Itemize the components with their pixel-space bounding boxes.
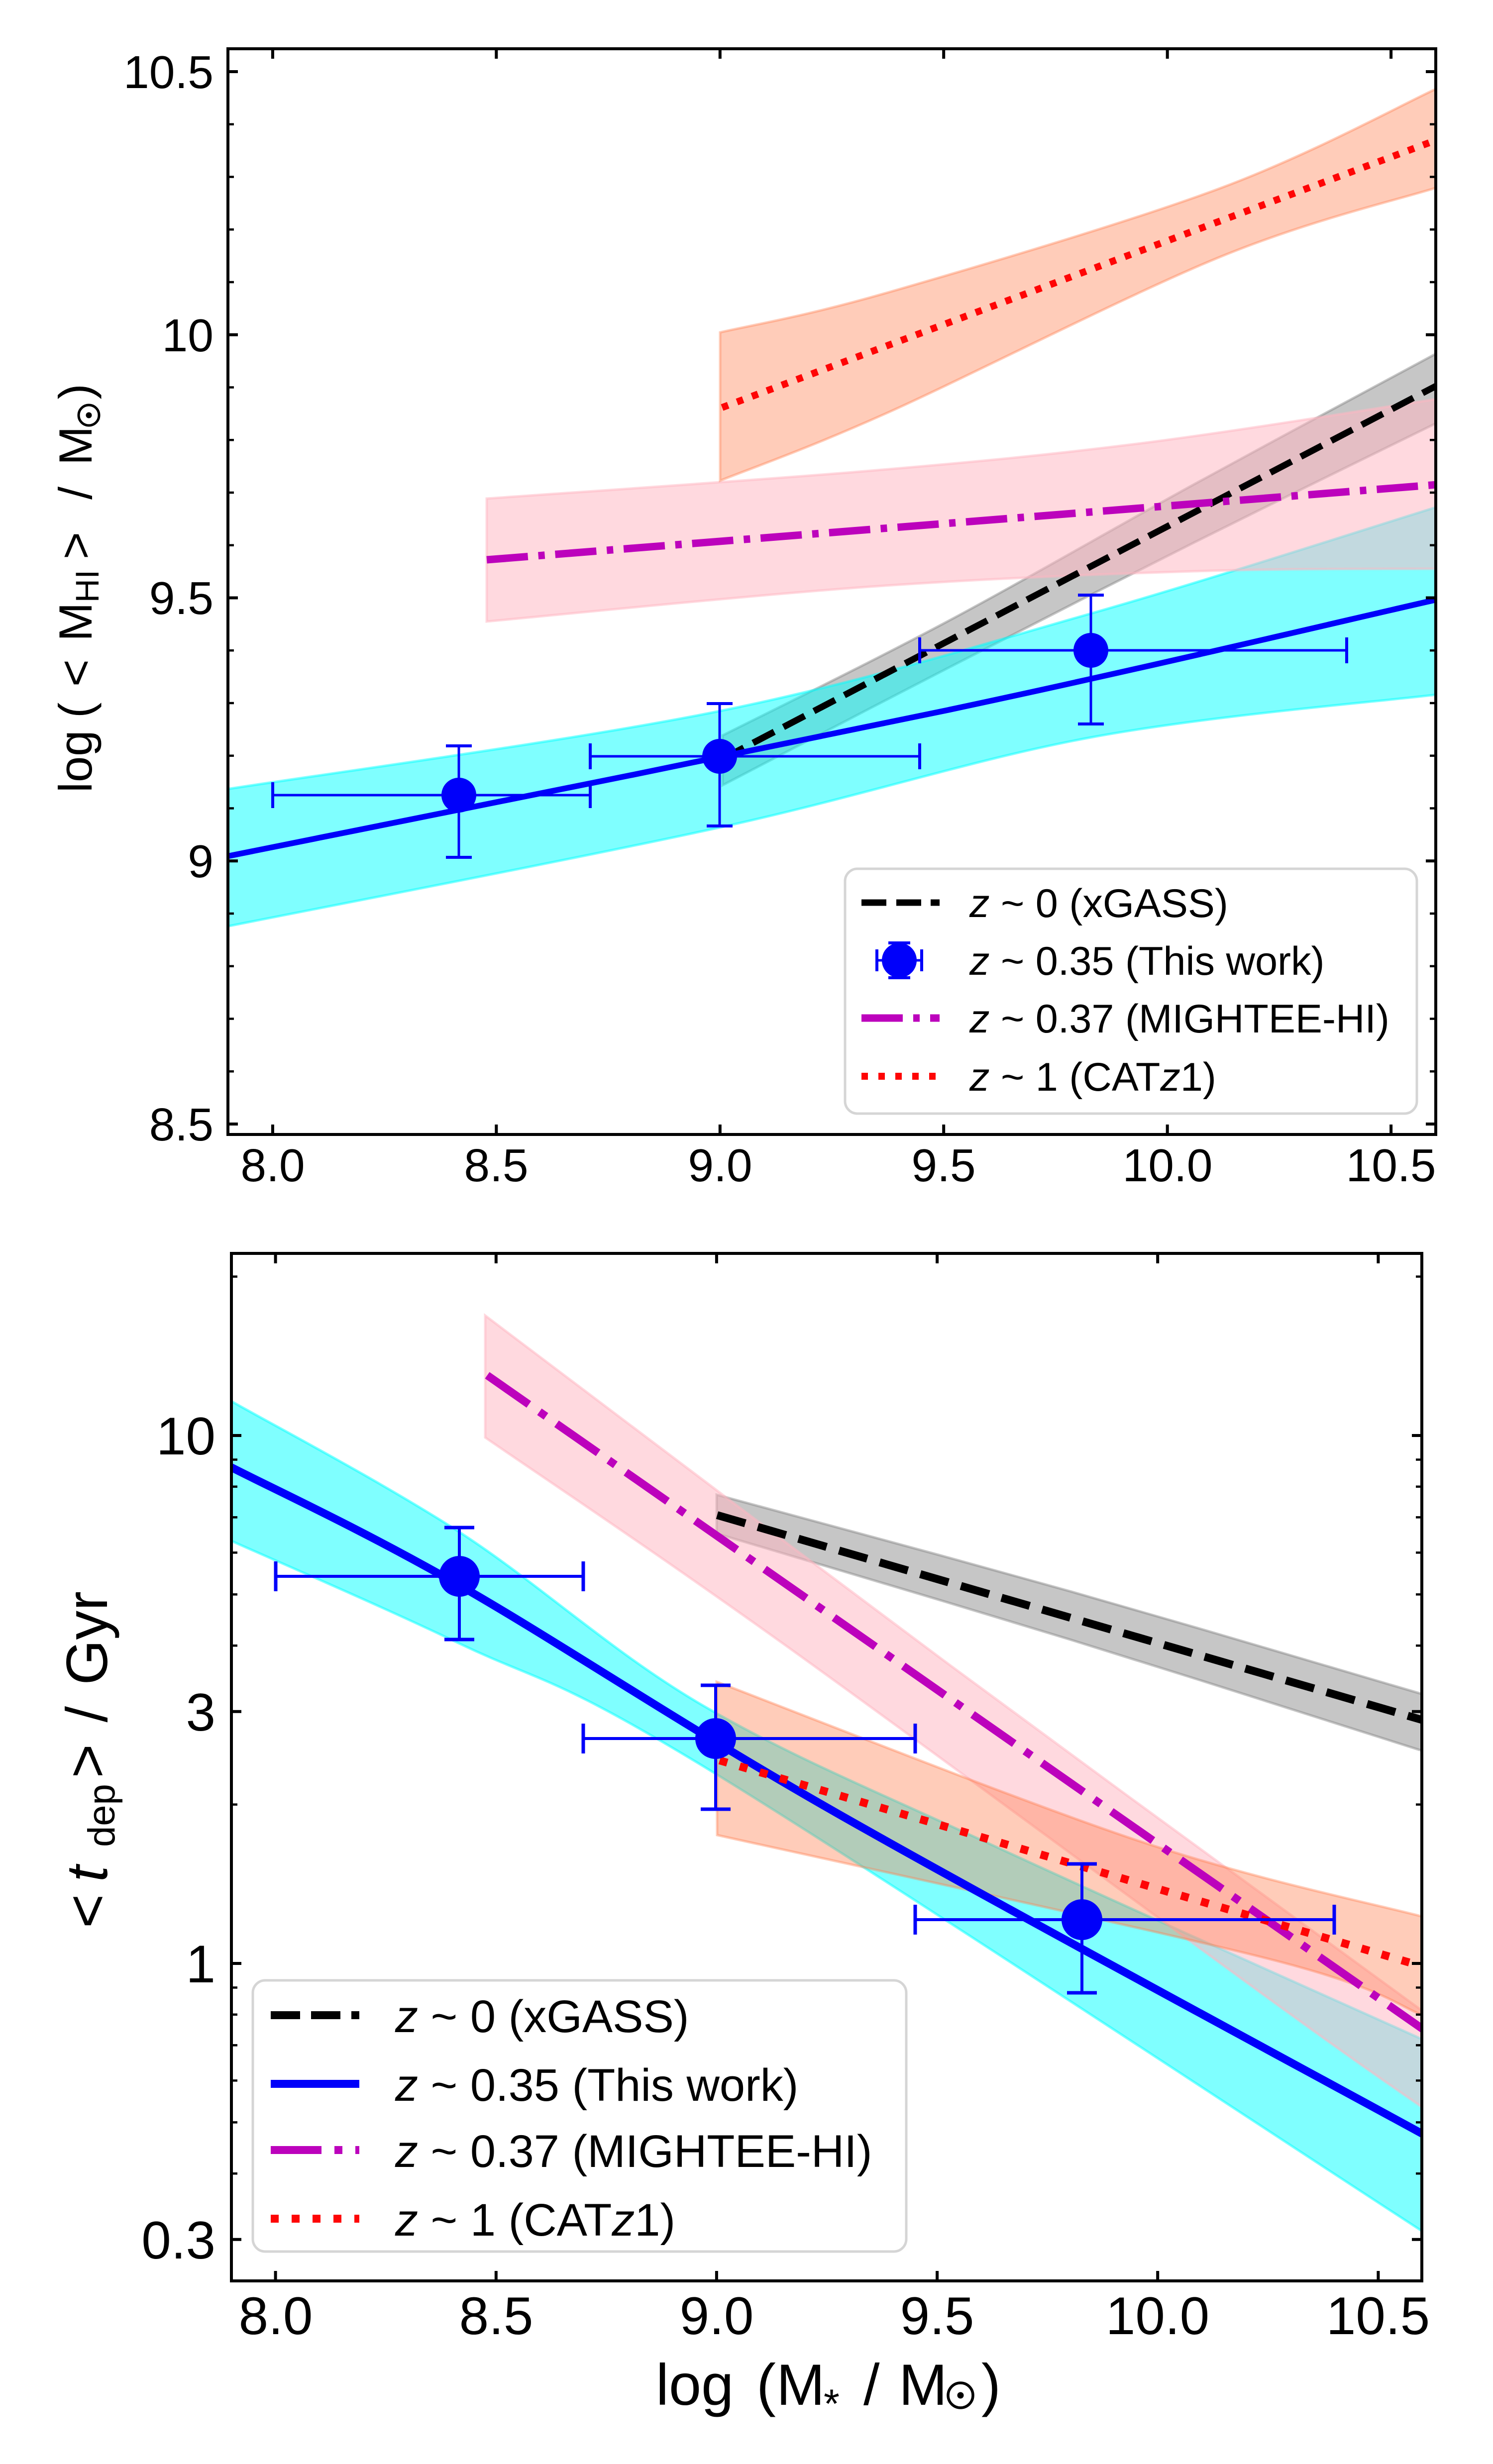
svg-text:z ~ 0 (xGASS): z ~ 0 (xGASS) [395,1991,689,2042]
svg-text:9.5: 9.5 [911,1139,975,1191]
svg-text:8.5: 8.5 [464,1139,528,1191]
svg-text:9.5: 9.5 [900,2286,974,2346]
svg-text:z ~ 0.35 (This work): z ~ 0.35 (This work) [395,2060,798,2111]
svg-text:t: t [54,1863,119,1882]
svg-text:8.0: 8.0 [239,2286,313,2346]
svg-text:10.0: 10.0 [1106,2286,1209,2346]
svg-text:z ~ 1 (CATz1): z ~ 1 (CATz1) [969,1055,1216,1100]
svg-text:z ~ 0.35 (This work): z ~ 0.35 (This work) [969,939,1324,984]
svg-text:9.5: 9.5 [149,572,213,624]
svg-text:z ~ 0 (xGASS): z ~ 0 (xGASS) [969,881,1228,926]
svg-text:8.0: 8.0 [240,1139,305,1191]
svg-text:M: M [49,426,102,465]
svg-text:z ~ 0.37 (MIGHTEE-HI): z ~ 0.37 (MIGHTEE-HI) [969,997,1389,1041]
svg-text:M: M [776,2352,825,2417]
svg-text:log: log [656,2352,734,2417]
svg-text:HI: HI [69,570,106,603]
svg-text:0.3: 0.3 [141,2210,215,2270]
svg-text:): ) [981,2352,1001,2417]
svg-text:dep: dep [81,1784,123,1847]
svg-text:10.5: 10.5 [1346,1139,1436,1191]
svg-text:>: > [49,532,102,559]
svg-text:10.5: 10.5 [1326,2286,1430,2346]
svg-text:M: M [899,2352,947,2417]
svg-text:8.5: 8.5 [149,1099,213,1150]
svg-text:Gyr: Gyr [54,1591,119,1685]
svg-text:/: / [49,486,102,500]
svg-text:8.5: 8.5 [459,2286,533,2346]
svg-text:9.0: 9.0 [688,1139,752,1191]
svg-text:(: ( [756,2352,776,2417]
svg-text:/: / [863,2352,880,2417]
svg-text:): ) [49,384,102,399]
svg-text:3: 3 [186,1682,215,1742]
svg-text:10.0: 10.0 [1122,1139,1212,1191]
svg-text:M: M [49,603,102,641]
svg-text:10: 10 [156,1406,215,1466]
svg-text:*: * [824,2381,840,2427]
svg-text:9: 9 [188,835,213,887]
svg-text:1: 1 [186,1934,215,1994]
svg-text:<: < [54,1894,119,1928]
svg-text:log: log [49,730,102,793]
svg-text:>: > [54,1744,119,1778]
svg-text:(: ( [49,703,102,718]
svg-text:<: < [49,659,102,687]
svg-text:z ~ 0.37 (MIGHTEE-HI): z ~ 0.37 (MIGHTEE-HI) [395,2126,872,2177]
svg-text:10.5: 10.5 [123,46,213,98]
svg-text:z ~ 1 (CATz1): z ~ 1 (CATz1) [395,2195,675,2246]
svg-text:9.0: 9.0 [680,2286,754,2346]
svg-text:/: / [54,1706,119,1723]
svg-text:10: 10 [162,309,213,361]
